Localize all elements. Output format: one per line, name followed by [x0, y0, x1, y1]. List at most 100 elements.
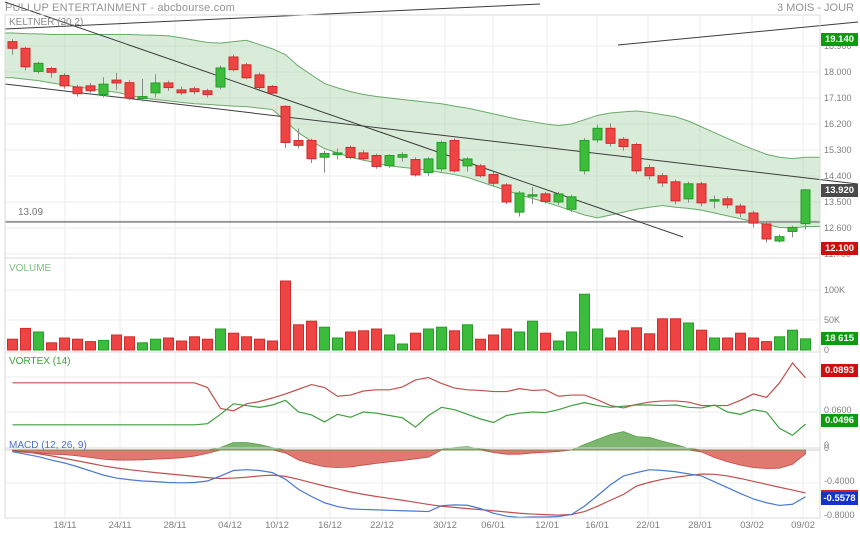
candle[interactable]	[735, 205, 746, 214]
volume-bar[interactable]	[462, 324, 473, 351]
volume-bar[interactable]	[306, 320, 317, 351]
candle[interactable]	[241, 64, 252, 79]
candle[interactable]	[397, 154, 408, 158]
volume-bar[interactable]	[670, 318, 681, 351]
volume-bar[interactable]	[319, 326, 330, 351]
candle[interactable]	[33, 62, 44, 72]
volume-bar[interactable]	[800, 338, 811, 351]
volume-bar[interactable]	[189, 336, 200, 351]
trend-line[interactable]	[4, 83, 859, 185]
candle[interactable]	[774, 236, 785, 242]
volume-bar[interactable]	[644, 333, 655, 351]
volume-bar[interactable]	[657, 318, 668, 351]
candle[interactable]	[748, 212, 759, 224]
candle[interactable]	[514, 192, 525, 213]
volume-bar[interactable]	[696, 329, 707, 351]
candle[interactable]	[553, 193, 564, 203]
volume-bar[interactable]	[228, 332, 239, 351]
volume-bar[interactable]	[254, 338, 265, 351]
volume-bar[interactable]	[7, 338, 18, 351]
volume-bar[interactable]	[618, 330, 629, 351]
volume-bar[interactable]	[475, 338, 486, 351]
candle[interactable]	[462, 158, 473, 167]
volume-bar[interactable]	[150, 338, 161, 351]
candle[interactable]	[254, 74, 265, 89]
candle[interactable]	[72, 86, 83, 95]
volume-bar[interactable]	[20, 327, 31, 351]
volume-bar[interactable]	[46, 342, 57, 351]
volume-bar[interactable]	[423, 328, 434, 351]
candle[interactable]	[371, 154, 382, 167]
volume-bar[interactable]	[722, 337, 733, 351]
candle[interactable]	[150, 82, 161, 94]
candle[interactable]	[618, 138, 629, 148]
volume-bar[interactable]	[631, 327, 642, 351]
volume-bar[interactable]	[280, 280, 291, 351]
candle[interactable]	[540, 193, 551, 202]
candle[interactable]	[800, 189, 811, 225]
volume-bar[interactable]	[345, 331, 356, 351]
volume-bar[interactable]	[488, 334, 499, 351]
candle[interactable]	[111, 79, 122, 84]
volume-bar[interactable]	[163, 337, 174, 351]
volume-bar[interactable]	[605, 337, 616, 351]
volume-bar[interactable]	[748, 337, 759, 351]
candle[interactable]	[85, 85, 96, 92]
candle[interactable]	[293, 139, 304, 146]
candle[interactable]	[59, 74, 70, 87]
candle[interactable]	[449, 139, 460, 172]
candle[interactable]	[228, 56, 239, 71]
candle[interactable]	[46, 68, 57, 73]
candle[interactable]	[683, 183, 694, 200]
candle[interactable]	[215, 67, 226, 88]
volume-bar[interactable]	[111, 334, 122, 351]
volume-bar[interactable]	[735, 332, 746, 351]
candle[interactable]	[7, 41, 18, 49]
candle[interactable]	[527, 194, 538, 197]
candle[interactable]	[345, 146, 356, 159]
volume-bar[interactable]	[85, 341, 96, 351]
candle[interactable]	[761, 223, 772, 240]
candle[interactable]	[488, 174, 499, 184]
candle[interactable]	[306, 139, 317, 160]
volume-bar[interactable]	[787, 329, 798, 351]
candle[interactable]	[189, 88, 200, 93]
volume-bar[interactable]	[709, 337, 720, 351]
candle[interactable]	[631, 144, 642, 172]
volume-bar[interactable]	[683, 322, 694, 351]
candle[interactable]	[20, 47, 31, 68]
candle[interactable]	[319, 152, 330, 158]
volume-bar[interactable]	[98, 339, 109, 351]
trend-line[interactable]	[617, 21, 859, 46]
candle[interactable]	[176, 89, 187, 94]
trend-line[interactable]	[4, 3, 541, 30]
volume-bar[interactable]	[436, 326, 447, 351]
volume-bar[interactable]	[202, 338, 213, 351]
volume-bar[interactable]	[761, 341, 772, 351]
volume-bar[interactable]	[397, 343, 408, 351]
volume-bar[interactable]	[410, 332, 421, 351]
volume-bar[interactable]	[514, 331, 525, 351]
candle[interactable]	[709, 199, 720, 202]
volume-bar[interactable]	[267, 340, 278, 351]
volume-bar[interactable]	[371, 328, 382, 351]
volume-bar[interactable]	[124, 336, 135, 351]
volume-bar[interactable]	[72, 338, 83, 351]
volume-bar[interactable]	[449, 330, 460, 351]
candle[interactable]	[579, 139, 590, 172]
candle[interactable]	[410, 159, 421, 176]
candle[interactable]	[436, 141, 447, 170]
volume-bar[interactable]	[358, 330, 369, 351]
period-selector[interactable]: 3 MOIS - JOUR	[776, 2, 854, 14]
volume-bar[interactable]	[553, 340, 564, 351]
candle[interactable]	[267, 85, 278, 94]
volume-bar[interactable]	[540, 332, 551, 351]
candle[interactable]	[566, 196, 577, 210]
candle[interactable]	[384, 154, 395, 167]
candle[interactable]	[280, 105, 291, 143]
volume-bar[interactable]	[501, 328, 512, 351]
candle[interactable]	[605, 127, 616, 144]
volume-bar[interactable]	[137, 342, 148, 351]
candle[interactable]	[657, 175, 668, 184]
candle[interactable]	[644, 167, 655, 177]
